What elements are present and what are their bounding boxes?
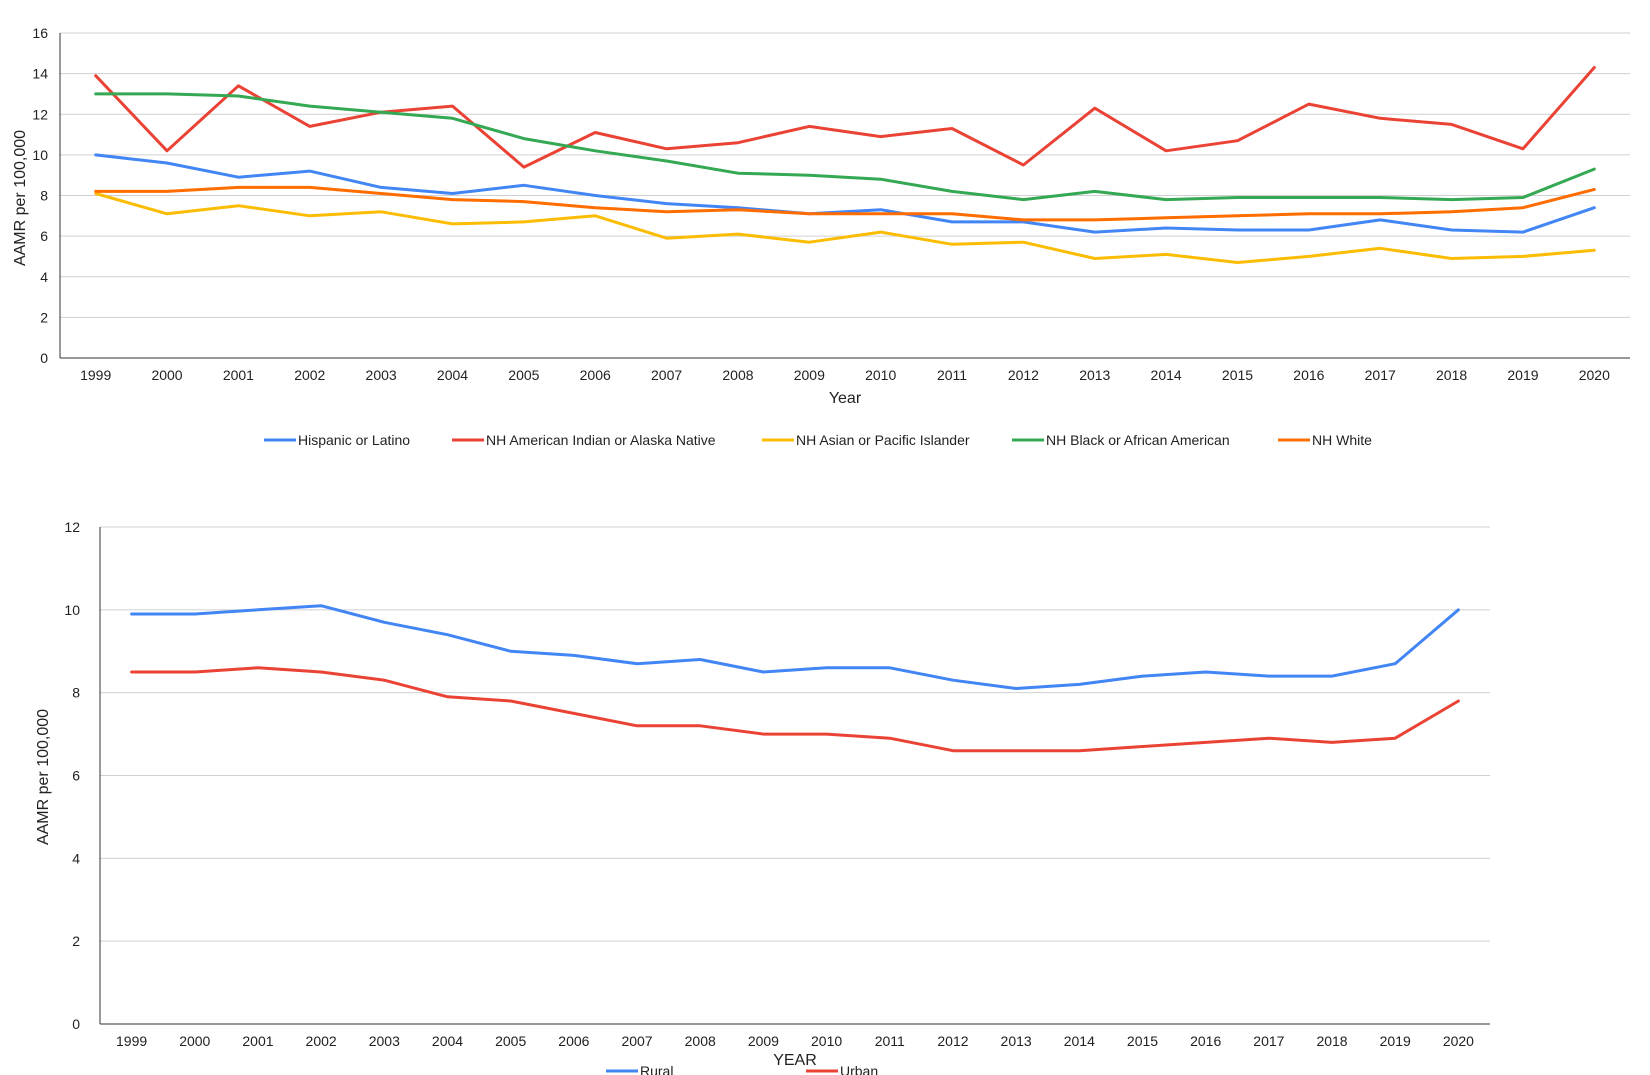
y-tick-label: 8 <box>40 188 48 204</box>
legend-item: NH Black or African American <box>1012 432 1230 448</box>
x-tick-label: 2020 <box>1443 1033 1474 1049</box>
race-ethnicity-chart: 0 2 4 6 8 10 12 14 16 1999 2000 2001 2002 2003 2004 200… <box>12 25 1630 448</box>
y-tick-label: 2 <box>72 933 80 949</box>
x-tick-label: 2005 <box>495 1033 526 1049</box>
legend-label: Urban <box>840 1063 878 1075</box>
x-tick-label: 2003 <box>366 367 397 383</box>
x-tick-label: 2016 <box>1293 367 1324 383</box>
x-tick-label: 2006 <box>558 1033 589 1049</box>
y-tick-label: 6 <box>72 768 80 784</box>
x-tick-label: 2018 <box>1316 1033 1347 1049</box>
legend-item: NH White <box>1278 432 1372 448</box>
x-tick-label: 2011 <box>875 1033 905 1049</box>
legend-label: Hispanic or Latino <box>298 432 410 448</box>
series-line-nh-american-indian-or-alaska-native <box>94 66 1596 169</box>
x-tick-label: 2010 <box>811 1033 842 1049</box>
x-axis-title: YEAR <box>773 1052 817 1069</box>
legend-item: Urban <box>806 1063 878 1075</box>
x-tick-label: 2000 <box>179 1033 210 1049</box>
x-tick-label: 2008 <box>722 367 753 383</box>
y-axis-title: AAMR per 100,000 <box>35 709 52 845</box>
x-tick-label: 2007 <box>651 367 682 383</box>
legend-label: Rural <box>640 1063 673 1075</box>
x-tick-label: 2017 <box>1365 367 1396 383</box>
series-line-hispanic-or-latino <box>94 153 1596 234</box>
x-tick-label: 2001 <box>223 367 254 383</box>
x-tick-label: 2007 <box>621 1033 652 1049</box>
x-tick-label: 1999 <box>116 1033 147 1049</box>
legend-label: NH Asian or Pacific Islander <box>796 432 970 448</box>
y-tick-label: 4 <box>40 269 48 285</box>
x-tick-label: 2015 <box>1222 367 1253 383</box>
x-tick-label: 2019 <box>1507 367 1538 383</box>
legend-item: Hispanic or Latino <box>264 432 410 448</box>
legend-item: NH Asian or Pacific Islander <box>762 432 970 448</box>
x-tick-label: 2010 <box>865 367 896 383</box>
legend-label: NH White <box>1312 432 1372 448</box>
x-tick-label: 2014 <box>1064 1033 1095 1049</box>
x-tick-label: 2016 <box>1190 1033 1221 1049</box>
series-line-nh-asian-or-pacific-islander <box>94 192 1596 264</box>
series-line-urban <box>130 666 1460 753</box>
x-tick-label: 1999 <box>80 367 111 383</box>
y-tick-label: 12 <box>64 519 80 535</box>
y-tick-label: 0 <box>40 350 48 366</box>
y-tick-label: 14 <box>32 66 48 82</box>
y-tick-label: 0 <box>72 1016 80 1032</box>
y-tick-label: 12 <box>32 106 48 122</box>
y-axis-title: AAMR per 100,000 <box>12 130 29 266</box>
x-tick-label: 2006 <box>580 367 611 383</box>
y-tick-label: 4 <box>72 850 80 866</box>
legend-label: NH American Indian or Alaska Native <box>486 432 716 448</box>
x-axis-title: Year <box>829 390 862 407</box>
x-tick-label: 2008 <box>685 1033 716 1049</box>
x-tick-label: 2001 <box>242 1033 273 1049</box>
x-tick-label: 2019 <box>1380 1033 1411 1049</box>
x-tick-label: 2012 <box>937 1033 968 1049</box>
x-tick-label: 2011 <box>937 367 967 383</box>
x-tick-label: 2013 <box>1079 367 1110 383</box>
y-tick-label: 10 <box>64 602 80 618</box>
x-tick-label: 2012 <box>1008 367 1039 383</box>
y-tick-label: 2 <box>40 309 48 325</box>
x-tick-label: 2002 <box>294 367 325 383</box>
x-tick-label: 2017 <box>1253 1033 1284 1049</box>
legend-item: NH American Indian or Alaska Native <box>452 432 716 448</box>
y-tick-label: 16 <box>32 25 48 41</box>
series-line-rural <box>130 604 1460 690</box>
x-tick-label: 2020 <box>1579 367 1610 383</box>
x-tick-label: 2000 <box>151 367 182 383</box>
x-tick-label: 2014 <box>1151 367 1182 383</box>
x-tick-label: 2015 <box>1127 1033 1158 1049</box>
x-tick-label: 2003 <box>369 1033 400 1049</box>
x-tick-label: 2013 <box>1001 1033 1032 1049</box>
x-tick-label: 2018 <box>1436 367 1467 383</box>
series-line-nh-black-or-african-american <box>94 92 1596 202</box>
x-tick-label: 2009 <box>794 367 825 383</box>
x-tick-label: 2009 <box>748 1033 779 1049</box>
y-tick-label: 10 <box>32 147 48 163</box>
series-line-nh-white <box>94 185 1596 222</box>
legend-item: Rural <box>606 1063 673 1075</box>
x-tick-label: 2004 <box>437 367 468 383</box>
x-tick-label: 2005 <box>508 367 539 383</box>
x-tick-label: 2002 <box>306 1033 337 1049</box>
legend-label: NH Black or African American <box>1046 432 1230 448</box>
y-tick-label: 6 <box>40 228 48 244</box>
y-tick-label: 8 <box>72 685 80 701</box>
x-tick-label: 2004 <box>432 1033 463 1049</box>
